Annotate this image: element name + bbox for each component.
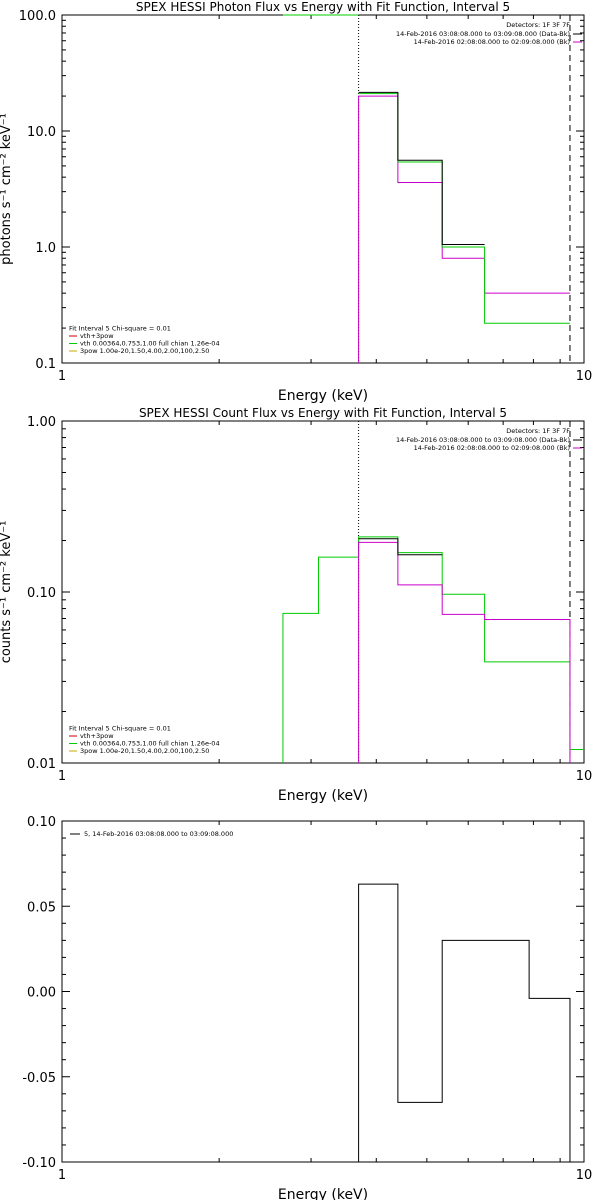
chart2-legend-entry: 3pow 1.00e-20,1.50,4.00,2.00,100,2.50 bbox=[80, 747, 209, 755]
chart2-series-2-step bbox=[358, 541, 571, 763]
chart3-y-tick-label: -0.10 bbox=[22, 1156, 56, 1171]
chart1-series-3-step bbox=[358, 93, 570, 324]
chart2-x-axis-label: Energy (keV) bbox=[278, 788, 368, 804]
chart2-y-tick-label: 0.10 bbox=[27, 586, 56, 601]
chart2-legend-entry: Fit Interval 5 Chi-square = 0.01 bbox=[69, 725, 171, 733]
chart1-series-4-step bbox=[358, 91, 485, 246]
chart3-x-axis-label: Energy (keV) bbox=[278, 1187, 368, 1200]
chart1-y-tick-label: 10.0 bbox=[27, 125, 56, 140]
chart2-legend-entry: vth 0.00364,0.753,1.00 full chian 1.26e-… bbox=[80, 740, 220, 748]
chart2-legend-entry: vth+3pow bbox=[80, 732, 114, 740]
chart1-legend-header: Detectors: 1F 3F 7F bbox=[506, 21, 570, 29]
chart3-x-tick-label: 1 bbox=[58, 1168, 66, 1183]
chart3-legend-entry: 5, 14-Feb-2016 03:08:08.000 to 03:09:08.… bbox=[84, 830, 233, 838]
chart2-series-3-step bbox=[358, 538, 443, 556]
chart3-y-tick-label: 0.00 bbox=[27, 986, 56, 1001]
chart3-y-tick-label: 0.05 bbox=[27, 900, 56, 915]
chart1-x-tick-label: 1 bbox=[58, 369, 66, 384]
chart1-legend-entry: vth+3pow bbox=[80, 332, 114, 340]
chart1-legend-entry: 14-Feb-2016 03:08:08.000 to 03:09:08.000… bbox=[396, 30, 570, 38]
chart1-y-tick-label: 100.0 bbox=[19, 9, 56, 24]
chart3-y-tick-label: -0.05 bbox=[22, 1071, 56, 1086]
chart1-y-axis-label: photons s⁻¹ cm⁻² keV⁻¹ bbox=[0, 113, 14, 265]
chart2-legend-header: Detectors: 1F 3F 7F bbox=[506, 427, 570, 435]
chart2-y-tick-label: 1.00 bbox=[27, 415, 56, 430]
chart1-legend-entry: 3pow 1.00e-20,1.50,4.00,2.00,100,2.50 bbox=[80, 347, 209, 355]
chart1-title: SPEX HESSI Photon Flux vs Energy with Fi… bbox=[136, 0, 510, 14]
chart2-legend-entry: 14-Feb-2016 03:08:08.000 to 03:09:08.000… bbox=[396, 436, 570, 444]
chart1-plot-frame bbox=[61, 14, 585, 364]
chart3-x-tick-label: 10 bbox=[576, 1168, 593, 1183]
chart3-plot-frame bbox=[61, 820, 585, 1163]
chart2-y-axis-label: counts s⁻¹ cm⁻² keV⁻¹ bbox=[0, 521, 14, 664]
chart1-x-tick-label: 10 bbox=[576, 369, 593, 384]
chart2-title: SPEX HESSI Count Flux vs Energy with Fit… bbox=[139, 406, 507, 420]
chart2-series-1-step bbox=[282, 536, 584, 763]
chart3-y-tick-label: 0.10 bbox=[27, 815, 56, 830]
chart1-legend-entry: Fit Interval 5 Chi-square = 0.01 bbox=[69, 325, 171, 333]
chart1-y-tick-label: 1.0 bbox=[35, 241, 56, 256]
chart1-y-tick-label: 0.1 bbox=[35, 357, 56, 372]
chart2-plot-frame bbox=[61, 420, 585, 764]
chart3-series-1-step bbox=[358, 883, 571, 1162]
chart1-legend-entry: 14-Feb-2016 02:08:08.000 to 02:09:08.000… bbox=[414, 38, 570, 46]
chart2-legend-entry: 14-Feb-2016 02:08:08.000 to 02:09:08.000… bbox=[414, 444, 570, 452]
chart2-y-tick-label: 0.01 bbox=[27, 757, 56, 772]
chart1-legend-entry: vth 0.00364,0.753,1.00 full chian 1.26e-… bbox=[80, 340, 220, 348]
chart2-x-tick-label: 1 bbox=[58, 769, 66, 784]
chart2-x-tick-label: 10 bbox=[576, 769, 593, 784]
chart1-x-axis-label: Energy (keV) bbox=[278, 388, 368, 404]
